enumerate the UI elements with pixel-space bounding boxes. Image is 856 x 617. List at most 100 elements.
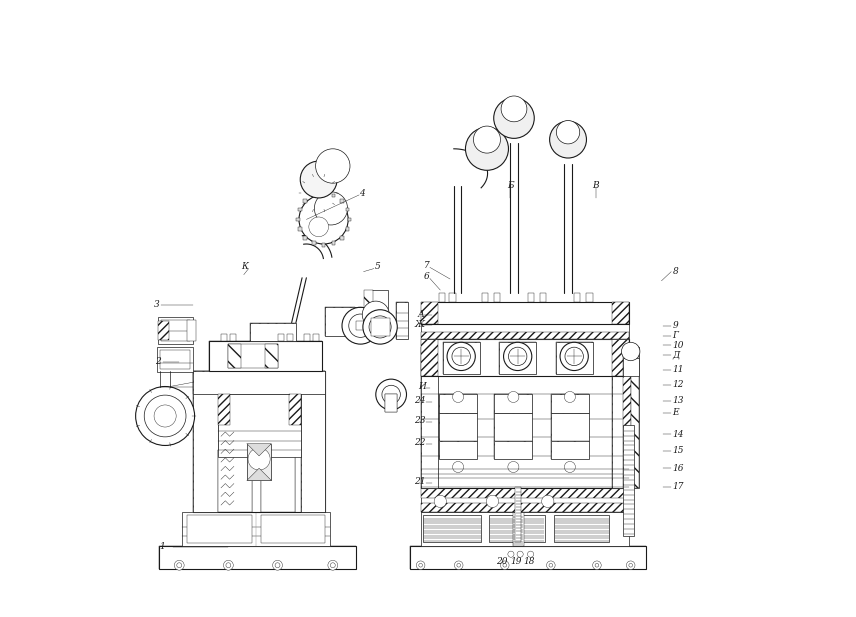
Circle shape [328, 560, 338, 570]
Bar [261, 450, 294, 512]
Bar [494, 441, 532, 459]
Circle shape [457, 563, 461, 567]
Bar [300, 371, 325, 512]
Circle shape [376, 379, 407, 410]
Bar [193, 371, 325, 394]
Bar [420, 339, 437, 376]
Polygon shape [247, 468, 271, 481]
Bar [554, 515, 609, 542]
Circle shape [560, 342, 588, 371]
Bar [551, 413, 589, 441]
Bar [439, 441, 477, 459]
Bar [325, 307, 355, 336]
Bar [494, 293, 501, 302]
Circle shape [299, 195, 348, 244]
Bar [420, 489, 629, 498]
Bar [540, 293, 546, 302]
Bar [218, 450, 252, 512]
Bar [513, 512, 524, 545]
Text: 19: 19 [511, 557, 522, 566]
Circle shape [447, 342, 475, 371]
Circle shape [369, 316, 391, 338]
Bar [298, 228, 301, 231]
Circle shape [629, 563, 633, 567]
Circle shape [565, 347, 584, 366]
Circle shape [473, 126, 501, 153]
Polygon shape [247, 444, 271, 456]
Bar [494, 394, 532, 413]
Bar [277, 334, 283, 341]
Text: 21: 21 [414, 477, 425, 486]
Circle shape [508, 347, 527, 366]
Text: Г: Г [673, 331, 679, 340]
Bar [331, 194, 336, 197]
Text: 12: 12 [673, 380, 684, 389]
Circle shape [564, 391, 575, 402]
Bar [218, 394, 230, 425]
Bar [494, 413, 532, 441]
Bar [218, 394, 300, 457]
Circle shape [248, 448, 270, 470]
Bar [209, 341, 323, 371]
Text: Б: Б [507, 181, 514, 190]
Bar [340, 236, 343, 239]
Text: Ж: Ж [414, 320, 425, 329]
Text: 1: 1 [159, 542, 164, 552]
Circle shape [177, 563, 181, 568]
Circle shape [527, 551, 533, 557]
Circle shape [416, 561, 425, 569]
Text: В: В [592, 181, 599, 190]
Bar [423, 515, 481, 542]
Bar [187, 515, 252, 543]
Text: А: А [418, 310, 425, 318]
Bar [209, 341, 323, 371]
Circle shape [466, 127, 508, 170]
Bar [420, 489, 629, 512]
Bar [247, 444, 271, 481]
Text: 4: 4 [360, 189, 365, 197]
Bar [443, 342, 479, 374]
Circle shape [564, 462, 575, 473]
Circle shape [627, 561, 635, 569]
Bar [631, 347, 639, 489]
Circle shape [592, 561, 601, 569]
Bar [325, 307, 355, 336]
Bar [230, 334, 236, 341]
Bar [556, 342, 592, 374]
Bar [527, 293, 533, 302]
Bar [420, 339, 629, 376]
Circle shape [542, 495, 554, 508]
Bar [420, 302, 629, 324]
Bar [296, 218, 300, 222]
Bar [420, 347, 437, 489]
Bar [499, 342, 536, 374]
Text: К: К [241, 262, 247, 271]
Bar [551, 441, 589, 459]
Text: 16: 16 [673, 464, 684, 473]
Circle shape [556, 120, 580, 144]
Circle shape [314, 192, 348, 225]
Text: 24: 24 [414, 396, 425, 405]
Bar [439, 394, 477, 413]
Bar [265, 344, 277, 368]
Bar [346, 208, 349, 212]
Bar [494, 441, 532, 459]
Text: 23: 23 [414, 416, 425, 424]
Bar [364, 290, 388, 327]
Bar [612, 347, 629, 489]
Bar [551, 394, 589, 413]
Text: 11: 11 [673, 365, 684, 375]
Bar [261, 450, 294, 512]
Text: 2: 2 [155, 357, 161, 366]
Bar [161, 320, 190, 341]
Bar [499, 342, 536, 374]
Bar [551, 394, 589, 413]
Bar [623, 425, 634, 536]
Bar [409, 545, 646, 569]
Circle shape [330, 563, 336, 568]
Bar [312, 241, 316, 245]
Bar [439, 413, 477, 441]
Circle shape [434, 495, 447, 508]
Bar [396, 302, 408, 339]
Bar [623, 347, 639, 489]
